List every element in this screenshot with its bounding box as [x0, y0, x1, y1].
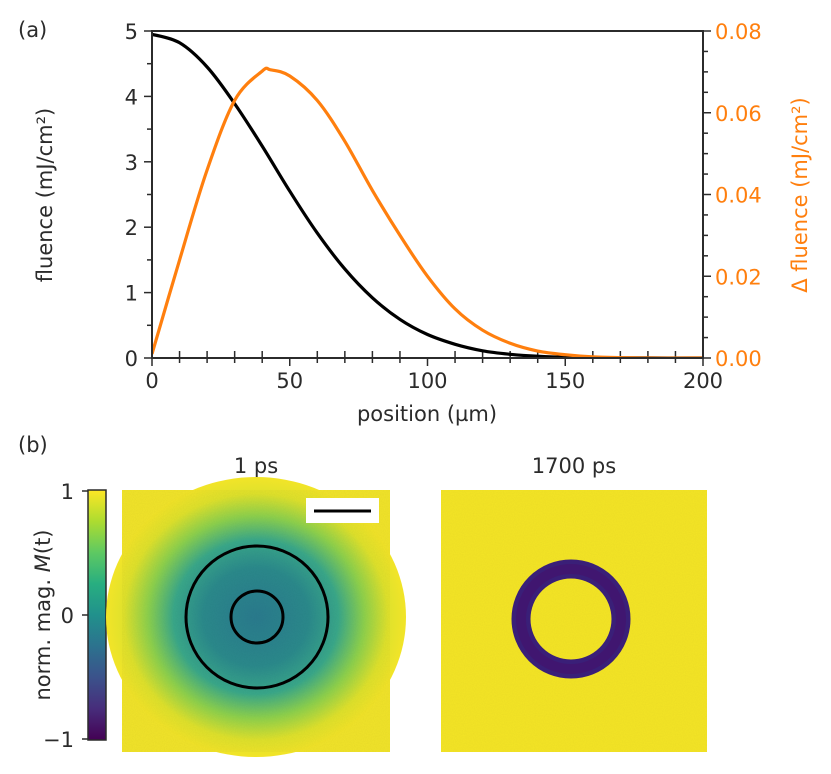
fluence-plot: 0 50 100 150 200 0 1 2 3 4 5 0.00 0.02 0.04 0.06 0.08…: [33, 20, 812, 426]
colorbar-tick-max: 1: [61, 480, 74, 504]
colorbar-tick-min: −1: [43, 728, 74, 752]
delta-fluence-line: [152, 66, 703, 358]
plot-frame: [151, 30, 704, 359]
image-title-1ps: 1 ps: [234, 454, 278, 478]
y-right-tick-label: 0.02: [715, 265, 762, 289]
y-left-tick-label: 0: [125, 347, 138, 371]
inner-circle-overlay: [229, 589, 285, 645]
y-right-tick-labels: 0.00 0.02 0.04 0.06 0.08: [715, 20, 762, 371]
fluence-line: [152, 32, 703, 358]
colorbar-tick-zero: 0: [61, 604, 74, 628]
outer-circle-overlay: [184, 544, 330, 690]
y-right-axis-label: Δ fluence (mJ/cm²): [788, 97, 812, 292]
y-right-tick-label: 0.04: [715, 184, 762, 208]
x-tick-label: 0: [145, 369, 158, 393]
y-left-tick-label: 2: [125, 216, 138, 240]
x-tick-label: 100: [407, 369, 447, 393]
plot-ticks: [144, 30, 711, 366]
y-left-tick-label: 3: [125, 151, 138, 175]
x-tick-label: 50: [276, 369, 303, 393]
x-tick-labels: 0 50 100 150 200: [145, 369, 723, 393]
y-left-tick-labels: 0 1 2 3 4 5: [125, 20, 138, 371]
colorbar-gradient: [87, 489, 107, 741]
panel-b-label: (b): [18, 433, 48, 457]
y-right-tick-label: 0.00: [715, 347, 762, 371]
magnetization-image-1ps: [106, 477, 406, 757]
magnetization-image-1700ps: [441, 490, 707, 752]
y-left-tick-label: 4: [125, 85, 138, 109]
colorbar-label: norm. mag. M(t): [31, 530, 55, 701]
y-right-tick-label: 0.06: [715, 102, 762, 126]
image-title-1700ps: 1700 ps: [532, 454, 616, 478]
y-left-axis-label: fluence (mJ/cm²): [33, 108, 57, 282]
x-tick-label: 150: [545, 369, 585, 393]
y-right-tick-label: 0.08: [715, 20, 762, 44]
panel-a-label: (a): [18, 18, 47, 42]
colorbar: 1 0 −1 norm. mag. M(t): [31, 480, 107, 752]
y-left-tick-label: 1: [125, 282, 138, 306]
x-tick-label: 200: [683, 369, 723, 393]
y-left-tick-label: 5: [125, 20, 138, 44]
x-axis-label: position (µm): [357, 402, 497, 426]
